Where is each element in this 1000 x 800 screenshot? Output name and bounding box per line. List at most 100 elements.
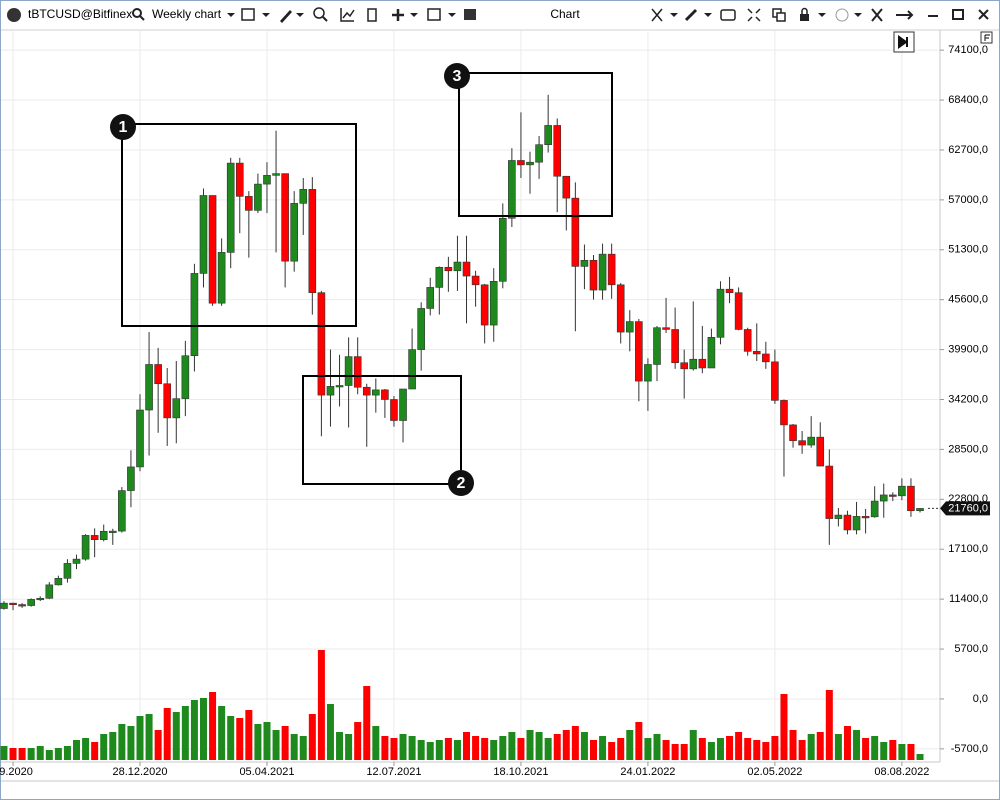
dropdown[interactable] — [262, 13, 270, 17]
volume-bar — [136, 716, 144, 760]
volume-bar — [689, 730, 697, 760]
volume-bar — [553, 734, 561, 760]
y-tick-label: 62700,0 — [948, 144, 988, 156]
dropdown[interactable] — [227, 13, 235, 17]
volume-bar — [435, 740, 443, 760]
candle-body — [235, 162, 244, 197]
candle-body — [644, 364, 652, 382]
volume-bar — [408, 736, 416, 760]
window-icon[interactable] — [427, 8, 441, 21]
maximize-button[interactable] — [952, 9, 964, 20]
volume-bar — [399, 734, 407, 760]
x-tick-label: 24.01.2022 — [620, 766, 675, 778]
volume-bar — [789, 730, 797, 760]
volume-bar — [91, 742, 99, 760]
volume-bar — [0, 746, 8, 760]
candle-body — [734, 292, 743, 330]
layout-icon[interactable] — [464, 9, 476, 20]
candle-body — [290, 203, 298, 262]
zoom-icon-handle — [322, 16, 328, 22]
candle-body — [81, 535, 90, 560]
candle-body — [127, 466, 135, 491]
draw-icon[interactable] — [280, 10, 292, 23]
candle-body — [716, 288, 725, 338]
symbol[interactable]: tBTCUSD@Bitfinex — [28, 7, 132, 21]
candle-body — [589, 259, 598, 291]
candle-body — [762, 353, 770, 363]
candle-body — [154, 364, 162, 385]
candle-body — [698, 358, 707, 369]
dropdown[interactable] — [670, 13, 678, 17]
y-tick-label: 5700,0 — [954, 643, 988, 655]
color-icon[interactable] — [835, 8, 849, 22]
dropdown[interactable] — [296, 13, 304, 17]
candle-body — [281, 173, 289, 262]
cursor-icon[interactable] — [651, 8, 663, 22]
volume-bar — [526, 730, 534, 760]
volume-bar — [145, 714, 153, 760]
dropdown[interactable] — [410, 13, 418, 17]
candle-body — [254, 183, 262, 211]
volume-bar — [9, 748, 17, 760]
axis-layer: 74100,0 68400,0 62700,0 57000,0 51300,0 45600… — [0, 44, 990, 778]
annotation-box — [121, 123, 357, 327]
volume-bar — [889, 740, 897, 760]
candle-body — [544, 125, 552, 146]
dropdown[interactable] — [818, 13, 826, 17]
volume-bar — [662, 740, 670, 760]
volume-bar — [281, 726, 289, 760]
y-tick-label: 57000,0 — [948, 194, 988, 206]
volume-bar — [444, 738, 452, 760]
close-button[interactable] — [978, 9, 989, 20]
candle-body — [625, 321, 634, 333]
candle-body — [707, 337, 716, 369]
add-icon[interactable] — [392, 9, 404, 21]
volume-bar — [209, 692, 217, 760]
candle-body — [0, 602, 8, 609]
y-tick-label: 51300,0 — [948, 244, 988, 256]
candle-body — [771, 361, 779, 401]
candle-body — [480, 284, 489, 326]
y-tick-label: 0,0 — [973, 693, 988, 705]
candle-body — [889, 494, 897, 497]
search-icon[interactable] — [132, 8, 142, 18]
volume-bar — [726, 736, 734, 760]
lock-icon[interactable] — [800, 14, 809, 21]
candle-body — [671, 329, 679, 364]
app-icon[interactable] — [7, 8, 21, 22]
zoom-icon[interactable] — [313, 7, 325, 19]
pin-icon[interactable] — [896, 10, 914, 20]
volume-bar — [82, 738, 90, 760]
candle-body — [99, 530, 108, 540]
indicator-icon[interactable] — [340, 8, 355, 22]
volume-bar — [880, 742, 888, 760]
candle-body — [27, 599, 35, 606]
template-icon[interactable] — [367, 8, 377, 22]
candle-body — [190, 273, 199, 357]
fullscreen-icon[interactable] — [747, 8, 761, 22]
search-icon-handle — [139, 15, 145, 21]
candle-body — [689, 358, 698, 370]
camera-icon[interactable] — [720, 9, 736, 21]
volume-bar — [172, 712, 180, 760]
timeframe[interactable]: Weekly chart — [152, 7, 222, 21]
y-tick-label: 34200,0 — [948, 393, 988, 405]
tools-icon[interactable] — [871, 8, 883, 22]
annotations: 1 2 3 — [110, 63, 613, 496]
dropdown[interactable] — [854, 13, 862, 17]
candle-body — [653, 327, 661, 365]
candle-body — [489, 280, 498, 326]
toolbar: tBTCUSD@Bitfinex Weekly chart Chart — [1, 1, 999, 31]
dropdown[interactable] — [704, 13, 712, 17]
y-tick-label: 11400,0 — [949, 593, 988, 605]
candle-body — [752, 351, 761, 355]
volume-bar — [245, 710, 253, 760]
candle-body — [616, 284, 625, 333]
volume-bar — [100, 734, 108, 760]
y-tick-label: 39900,0 — [948, 343, 988, 355]
link-icon[interactable] — [684, 8, 698, 22]
chart-type-icon[interactable] — [241, 8, 255, 21]
dropdown[interactable] — [448, 13, 456, 17]
volume-bar — [299, 736, 307, 760]
volume-bar — [109, 732, 117, 760]
